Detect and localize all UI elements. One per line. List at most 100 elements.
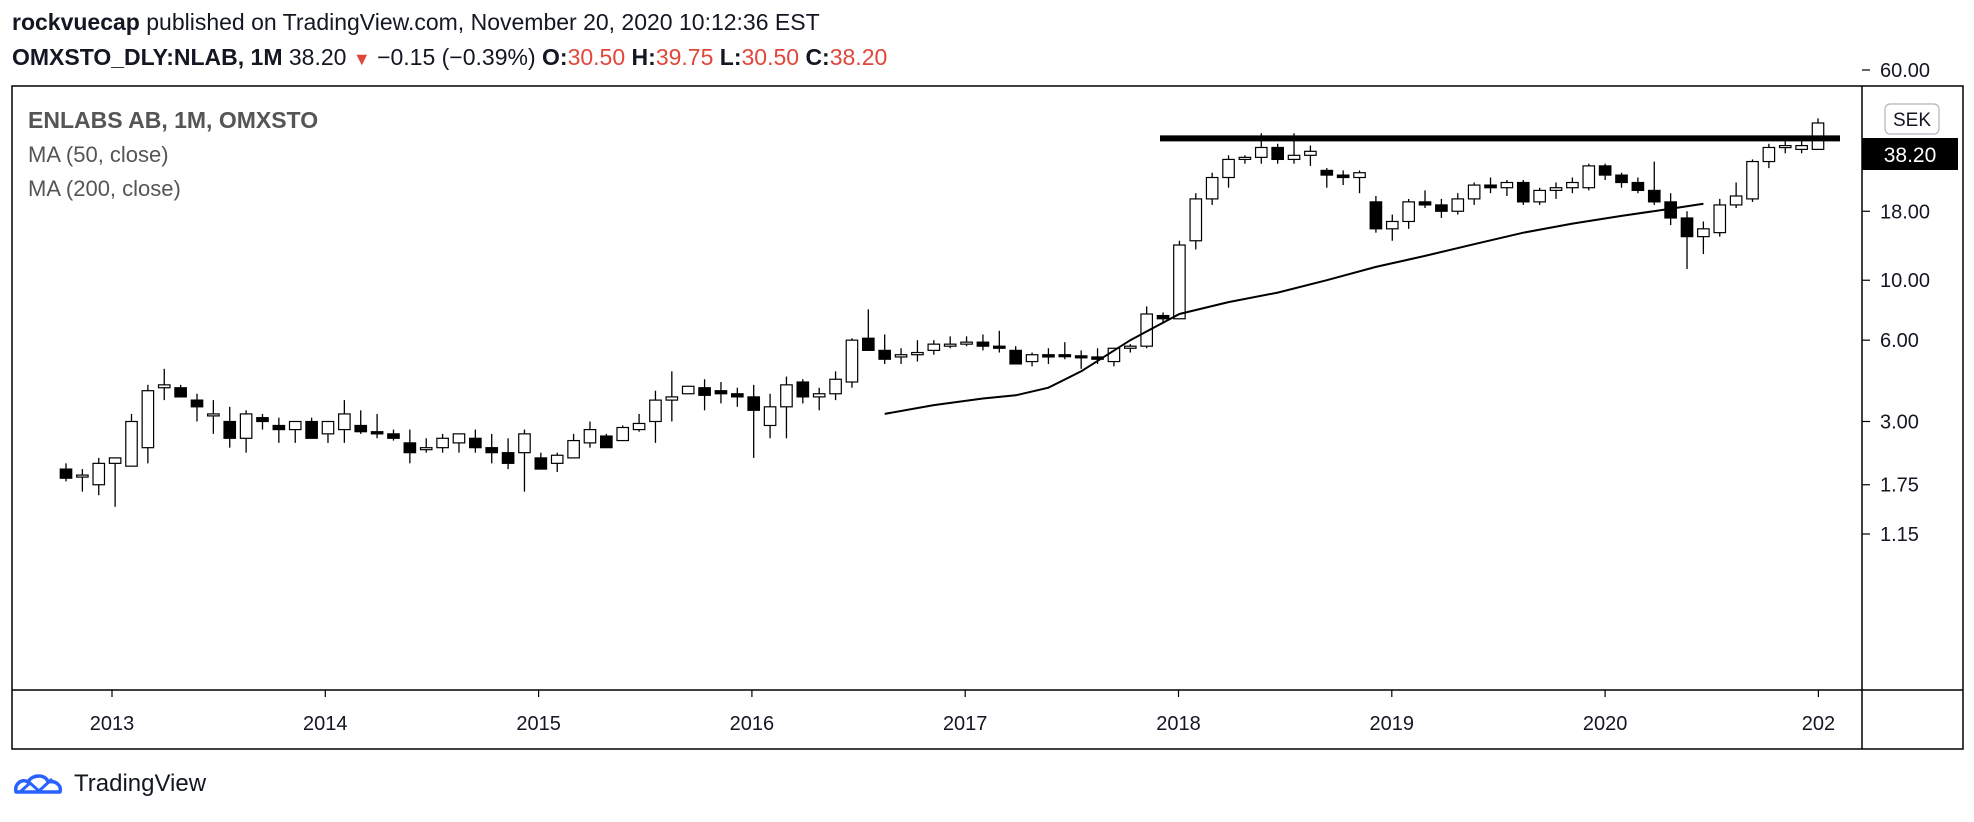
candle[interactable]: [763, 393, 777, 439]
legend-ma50[interactable]: MA (50, close): [28, 142, 169, 167]
candle[interactable]: [960, 336, 973, 347]
candle[interactable]: [550, 452, 564, 473]
candle[interactable]: [894, 348, 908, 364]
candle[interactable]: [1435, 198, 1448, 218]
candle[interactable]: [338, 400, 351, 443]
candle[interactable]: [1778, 140, 1792, 154]
candle[interactable]: [1467, 182, 1481, 205]
candle[interactable]: [518, 429, 531, 492]
candle[interactable]: [1123, 344, 1137, 353]
candle[interactable]: [419, 438, 433, 453]
candle[interactable]: [125, 413, 138, 467]
candle[interactable]: [207, 400, 220, 434]
candle[interactable]: [1549, 182, 1563, 199]
candle[interactable]: [649, 390, 662, 443]
candle[interactable]: [288, 420, 302, 443]
candle[interactable]: [943, 336, 957, 349]
candle[interactable]: [927, 340, 941, 355]
candle[interactable]: [911, 340, 924, 362]
candle[interactable]: [812, 387, 826, 411]
candle[interactable]: [1598, 163, 1612, 180]
candle[interactable]: [1680, 211, 1694, 270]
candle[interactable]: [583, 421, 597, 448]
candle[interactable]: [469, 429, 482, 453]
candle[interactable]: [534, 452, 548, 470]
candle[interactable]: [698, 379, 711, 411]
candle[interactable]: [632, 413, 646, 432]
candle[interactable]: [976, 334, 990, 351]
candle[interactable]: [1500, 179, 1514, 197]
candle[interactable]: [1304, 145, 1317, 166]
candle[interactable]: [861, 309, 875, 351]
candle[interactable]: [600, 433, 613, 449]
candle[interactable]: [1762, 143, 1776, 169]
tradingview-brand[interactable]: TradingView: [74, 770, 207, 797]
candle[interactable]: [92, 457, 106, 496]
candle[interactable]: [1582, 163, 1596, 191]
candle[interactable]: [1140, 306, 1154, 349]
candle[interactable]: [992, 330, 1006, 353]
candle[interactable]: [1615, 172, 1628, 188]
candle[interactable]: [567, 433, 580, 459]
candle[interactable]: [1713, 198, 1727, 237]
candle[interactable]: [370, 413, 384, 439]
candle[interactable]: [1385, 214, 1399, 241]
candle[interactable]: [1402, 198, 1415, 229]
candle[interactable]: [485, 433, 499, 464]
candle[interactable]: [1025, 352, 1039, 367]
candle[interactable]: [321, 420, 335, 443]
candle[interactable]: [403, 429, 417, 464]
candle[interactable]: [305, 417, 318, 439]
candle[interactable]: [780, 376, 793, 439]
candle[interactable]: [1746, 159, 1759, 202]
candle[interactable]: [1369, 196, 1383, 233]
candle[interactable]: [1156, 312, 1170, 323]
candle[interactable]: [1647, 161, 1661, 205]
candle[interactable]: [436, 433, 449, 453]
candle[interactable]: [141, 384, 155, 464]
candle[interactable]: [354, 410, 368, 434]
candle[interactable]: [190, 393, 204, 422]
candle[interactable]: [1320, 168, 1334, 188]
candle[interactable]: [1173, 240, 1186, 320]
candle[interactable]: [796, 379, 810, 404]
candle[interactable]: [272, 417, 286, 443]
candle[interactable]: [1418, 190, 1432, 209]
candle[interactable]: [1336, 170, 1350, 186]
candle[interactable]: [1631, 177, 1645, 194]
candle[interactable]: [1074, 350, 1088, 369]
candle[interactable]: [452, 433, 466, 453]
candle[interactable]: [1566, 177, 1579, 194]
candle[interactable]: [829, 371, 842, 401]
candle[interactable]: [157, 368, 171, 401]
candle[interactable]: [1533, 187, 1546, 205]
candle[interactable]: [681, 385, 695, 395]
candle[interactable]: [1353, 170, 1366, 194]
candle[interactable]: [1042, 348, 1055, 364]
candle[interactable]: [730, 387, 744, 407]
currency-badge[interactable]: SEK: [1884, 103, 1940, 135]
candle[interactable]: [1271, 143, 1284, 164]
x-axis[interactable]: 2013 2014 2015 2016 2017 2018 2019 2020 202: [90, 690, 1835, 735]
candle[interactable]: [1451, 193, 1465, 215]
candle[interactable]: [1811, 118, 1825, 150]
candle[interactable]: [76, 469, 89, 492]
candle[interactable]: [878, 334, 892, 364]
candle[interactable]: [1222, 155, 1235, 188]
author-name[interactable]: rockvuecap: [12, 9, 140, 35]
candle[interactable]: [174, 384, 187, 398]
candle[interactable]: [1205, 172, 1219, 205]
candle[interactable]: [1729, 182, 1743, 209]
candle[interactable]: [1238, 155, 1252, 164]
legend-ma200[interactable]: MA (200, close): [28, 176, 181, 201]
candle[interactable]: [501, 438, 515, 470]
candle[interactable]: [1058, 342, 1072, 360]
candle[interactable]: [1697, 221, 1710, 255]
ma-line[interactable]: [884, 202, 1704, 415]
candle[interactable]: [223, 406, 237, 448]
candle[interactable]: [845, 338, 859, 388]
candle[interactable]: [1795, 140, 1808, 154]
candle[interactable]: [665, 371, 679, 422]
candle[interactable]: [256, 413, 269, 430]
